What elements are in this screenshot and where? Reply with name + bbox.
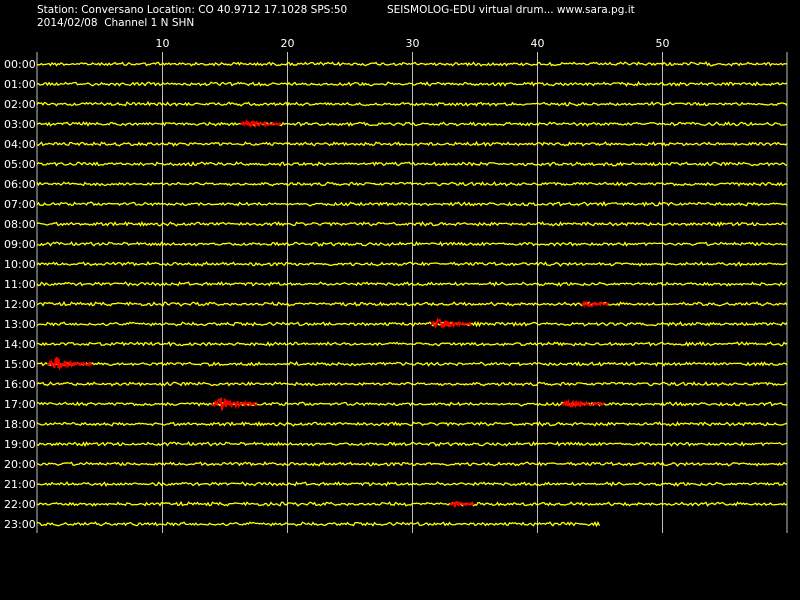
x-tick-label: 40 — [531, 37, 545, 50]
hour-labels: 00:00 01:00 02:00 03:00 04:00 05:00 06:00 07:00… — [4, 58, 36, 531]
trace-row — [36, 240, 788, 247]
hour-label: 22:00 — [4, 498, 36, 511]
trace-row — [36, 480, 788, 488]
trace-row — [36, 220, 788, 228]
hour-label: 03:00 — [4, 118, 36, 131]
trace-row — [36, 320, 788, 328]
seismic-event — [430, 317, 472, 329]
trace-row — [36, 420, 788, 427]
seismic-event — [581, 300, 610, 309]
seismic-event — [561, 398, 605, 409]
trace-row — [36, 200, 788, 208]
hour-label: 18:00 — [4, 418, 36, 431]
trace-row — [36, 121, 788, 128]
trace-row — [36, 341, 788, 348]
hour-label: 06:00 — [4, 178, 36, 191]
hour-label: 21:00 — [4, 478, 36, 491]
hour-label: 02:00 — [4, 98, 36, 111]
x-tick-label: 30 — [406, 37, 420, 50]
x-tick-label: 10 — [156, 37, 170, 50]
hour-label: 11:00 — [4, 278, 36, 291]
trace-row — [36, 261, 788, 268]
hour-label: 20:00 — [4, 458, 36, 471]
trace-row — [36, 461, 788, 467]
hour-label: 09:00 — [4, 238, 36, 251]
hour-label: 14:00 — [4, 338, 36, 351]
station-info: Station: Conversano Location: CO 40.9712… — [37, 4, 348, 16]
seismic-event — [240, 118, 282, 129]
date-channel-info: 2014/02/08 Channel 1 N SHN — [37, 17, 195, 29]
x-tick-label: 20 — [281, 37, 295, 50]
trace-row — [36, 140, 788, 148]
seismic-event — [211, 397, 258, 411]
hour-label: 19:00 — [4, 438, 36, 451]
hour-label: 07:00 — [4, 198, 36, 211]
trace-row — [36, 520, 601, 528]
trace-row — [36, 181, 788, 187]
trace-row — [36, 100, 788, 108]
hour-label: 08:00 — [4, 218, 36, 231]
trace-row — [36, 80, 788, 87]
grid-layer — [36, 52, 788, 533]
hour-label: 04:00 — [4, 138, 36, 151]
trace-row — [36, 401, 788, 407]
hour-label: 16:00 — [4, 378, 36, 391]
trace-row — [36, 300, 788, 307]
trace-row — [36, 440, 788, 448]
trace-row — [36, 161, 788, 167]
trace-row — [36, 500, 788, 507]
trace-row — [36, 381, 788, 387]
x-tick-label: 50 — [656, 37, 670, 50]
hour-label: 17:00 — [4, 398, 36, 411]
trace-row — [36, 61, 788, 67]
hour-label: 05:00 — [4, 158, 36, 171]
trace-row — [36, 360, 788, 367]
trace-layer — [36, 61, 788, 528]
hour-label: 00:00 — [4, 58, 36, 71]
hour-label: 23:00 — [4, 518, 36, 531]
x-tick-labels: 10 20 30 40 50 — [156, 37, 670, 50]
hour-label: 10:00 — [4, 258, 36, 271]
seismic-event — [449, 500, 475, 508]
seismic-event — [46, 356, 93, 371]
event-layer — [46, 118, 610, 508]
hour-label: 13:00 — [4, 318, 36, 331]
hour-label: 01:00 — [4, 78, 36, 91]
hour-label: 15:00 — [4, 358, 36, 371]
trace-row — [36, 280, 788, 287]
credit-text: SEISMOLOG-EDU virtual drum... www.sara.p… — [387, 4, 635, 16]
hour-label: 12:00 — [4, 298, 36, 311]
